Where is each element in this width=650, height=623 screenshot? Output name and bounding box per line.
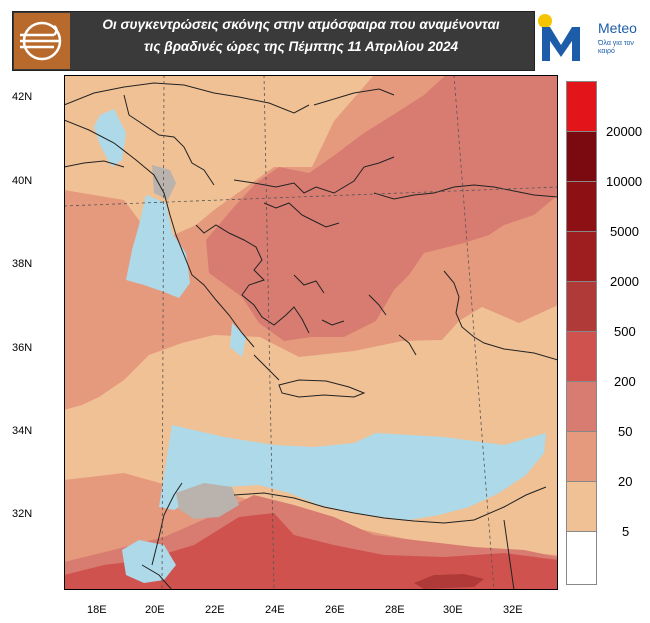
title-line-2: τις βραδινές ώρες της Πέμπτης 11 Απριλίο… [143,39,459,54]
lon-label-24e: 24E [265,604,285,616]
colorbar-label-200: 200 [614,374,636,389]
colorbar-swatch-9 [566,531,597,585]
colorbar-label-20000: 20000 [606,124,643,139]
lat-label-32n: 32N [12,508,33,520]
colorbar-label-2000: 2000 [610,274,639,289]
brand-name: Meteo [598,20,637,36]
dust-band-500-2000 [414,574,484,589]
colorbar-label-50: 50 [618,424,633,439]
low-dust-areas [94,109,546,583]
colorbar-swatch-8 [566,481,597,532]
lon-label-32e: 32E [503,604,523,616]
lat-label-36n: 36N [12,342,33,354]
graticule [64,75,558,590]
lon-label-22e: 22E [205,604,225,616]
dust-wind-icon [20,21,62,61]
title-line-1: Οι συγκεντρώσεις σκόνης στην ατμόσφαιρα … [102,17,500,32]
colorbar-label-5000: 5000 [610,224,639,239]
colorbar-swatch-6 [566,381,597,432]
colorbar-swatch-0 [566,81,597,132]
lon-label-20e: 20E [145,604,165,616]
lat-label-40n: 40N [12,175,33,187]
dust-band-200-500 [64,513,558,590]
colorbar-swatch-2 [566,181,597,232]
dust-concentration-map [64,75,558,590]
colorbar-label-20: 20 [618,474,633,489]
lon-label-26e: 26E [325,604,345,616]
brand-logo [536,11,636,69]
title-banner [12,11,535,71]
colorbar-label-5: 5 [622,524,630,539]
page-title: Οι συγκεντρώσεις σκόνης στην ατμόσφαιρα … [72,14,530,58]
lon-label-28e: 28E [385,604,405,616]
brand-tagline: Όλα για τον καιρό [598,40,634,55]
colorbar-swatch-7 [566,431,597,482]
coastlines-borders [64,82,558,590]
colorbar [566,81,597,585]
grey-areas [152,165,239,519]
colorbar-label-10000: 10000 [606,174,643,189]
colorbar-swatch-1 [566,131,597,182]
lat-label-42n: 42N [12,91,33,103]
dust-wind-logo [14,13,70,69]
colorbar-swatch-4 [566,281,597,332]
lat-label-34n: 34N [12,425,33,437]
colorbar-swatch-5 [566,331,597,382]
meteo-m-logo [538,14,580,61]
lon-label-30e: 30E [443,604,463,616]
lon-label-18e: 18E [87,604,107,616]
colorbar-swatch-3 [566,231,597,282]
lat-label-38n: 38N [12,258,33,270]
colorbar-label-500: 500 [614,324,636,339]
